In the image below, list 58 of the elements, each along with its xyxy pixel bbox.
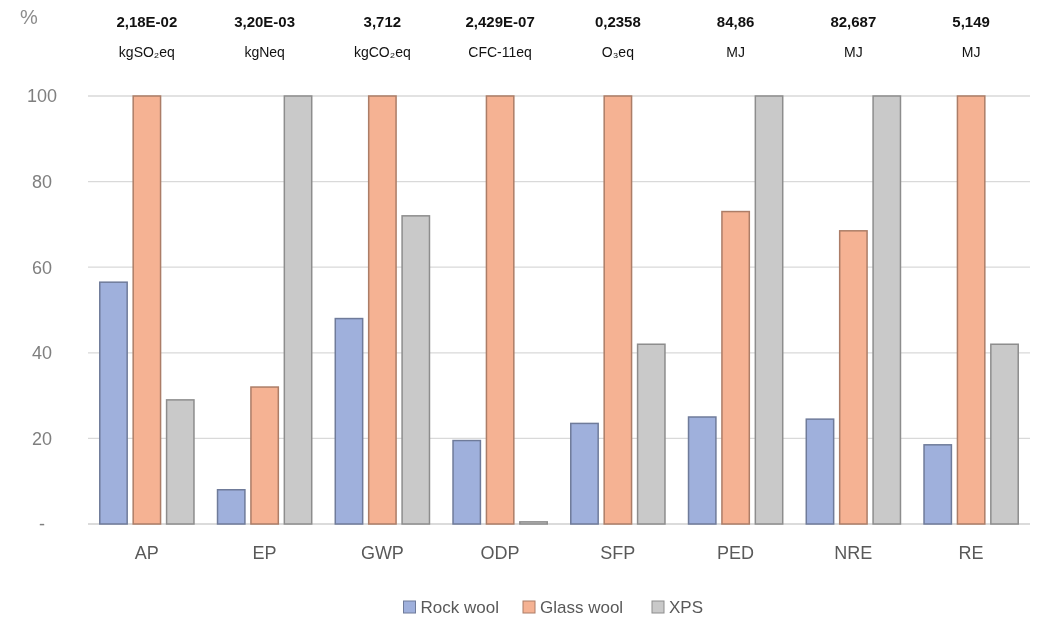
x-tick-label: RE xyxy=(958,543,984,564)
text: kgSO₂eq xyxy=(118,43,175,60)
bar xyxy=(838,230,868,525)
bar xyxy=(132,95,162,525)
y-tick-label: 20 xyxy=(31,428,53,449)
bar xyxy=(990,343,1019,525)
y-tick-label: 80 xyxy=(31,171,53,192)
bar xyxy=(99,281,128,525)
text: 0,2358 xyxy=(594,13,641,31)
text: MJ xyxy=(844,43,863,60)
bar xyxy=(721,210,751,525)
text: MJ xyxy=(961,43,981,60)
bar xyxy=(519,521,548,525)
text: 5,149 xyxy=(952,13,990,31)
x-tick-label: ODP xyxy=(480,543,520,564)
bar xyxy=(956,95,986,525)
x-tick-label: NRE xyxy=(834,543,873,564)
bar xyxy=(805,418,835,525)
bar xyxy=(367,95,397,525)
bar xyxy=(401,215,431,525)
text: 82,687 xyxy=(830,13,877,31)
bar xyxy=(216,489,246,525)
y-tick-label: 100 xyxy=(26,86,58,107)
x-tick-label: AP xyxy=(134,543,159,564)
legend-label: Glass wool xyxy=(540,597,624,617)
bar xyxy=(452,439,482,525)
text: 2,429E-07 xyxy=(465,13,535,31)
legend-label: XPS xyxy=(669,597,704,617)
y-axis-title: % xyxy=(20,6,38,28)
bar xyxy=(923,444,953,525)
x-tick-label: SFP xyxy=(600,543,636,564)
legend-label: Rock wool xyxy=(420,597,499,617)
text: MJ xyxy=(726,43,745,60)
x-tick-label: PED xyxy=(717,543,755,564)
bar xyxy=(570,422,599,525)
bar xyxy=(250,386,280,525)
y-tick-label: 60 xyxy=(31,257,53,278)
bar xyxy=(165,399,195,525)
text: CFC-11eq xyxy=(468,43,532,60)
text: 2,18E-02 xyxy=(116,13,178,31)
text: kgCO₂eq xyxy=(353,43,411,60)
bar xyxy=(687,416,717,525)
bar xyxy=(485,95,515,525)
y-tick-label: 40 xyxy=(31,343,53,364)
text: 3,20E-03 xyxy=(234,13,296,31)
bar xyxy=(754,95,784,525)
x-tick-label: GWP xyxy=(360,543,404,564)
text: 3,712 xyxy=(363,13,402,31)
bar xyxy=(283,95,313,525)
bar xyxy=(636,343,666,525)
text: 84,86 xyxy=(716,13,755,31)
y-tick-label: - xyxy=(39,514,45,535)
x-tick-label: EP xyxy=(252,543,277,564)
bar xyxy=(872,95,902,525)
text: O₃eq xyxy=(601,43,634,60)
bar xyxy=(603,95,633,525)
bar xyxy=(334,317,364,525)
text: kgNeq xyxy=(244,43,285,60)
